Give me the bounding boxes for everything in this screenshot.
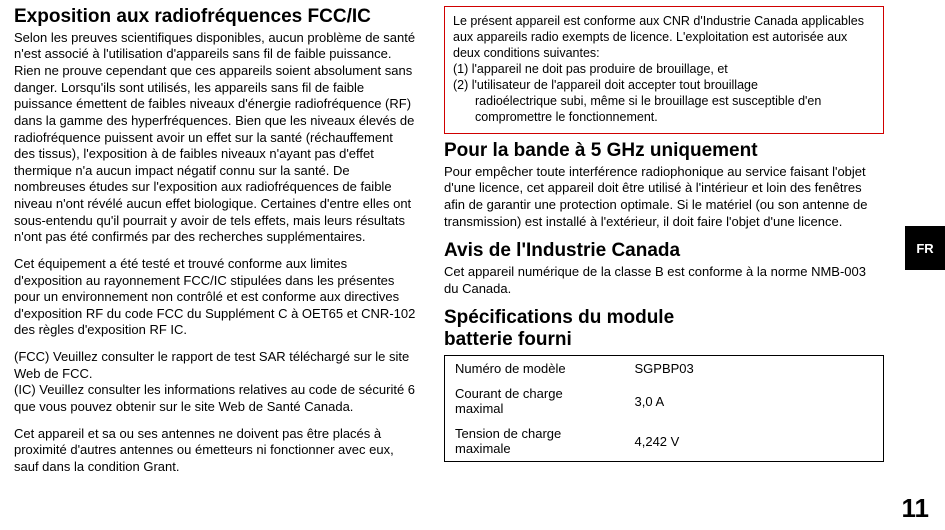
paragraph: Selon les preuves scientifiques disponib… xyxy=(14,30,416,246)
paragraph: (FCC) Veuillez consulter le rapport de t… xyxy=(14,349,416,416)
spec-value: SGPBP03 xyxy=(625,356,884,382)
heading-line: Spécifications du module xyxy=(444,307,884,329)
page-number: 11 xyxy=(902,493,930,524)
heading-5ghz: Pour la bande à 5 GHz uniquement xyxy=(444,140,884,162)
paragraph: Pour empêcher toute interférence radioph… xyxy=(444,164,884,231)
text-line: (FCC) Veuillez consulter le rapport de t… xyxy=(14,349,416,382)
heading-battery-spec: Spécifications du module batterie fourni xyxy=(444,307,884,351)
spec-value: 3,0 A xyxy=(625,381,884,421)
table-row: Tension de charge maximale 4,242 V xyxy=(445,421,884,462)
right-column: Le présent appareil est conforme aux CNR… xyxy=(430,0,898,530)
text-line: radioélectrique subi, même si le brouill… xyxy=(453,93,875,125)
language-tab: FR xyxy=(905,226,945,270)
spec-table: Numéro de modèle SGPBP03 Courant de char… xyxy=(444,355,884,462)
left-column: Exposition aux radiofréquences FCC/IC Se… xyxy=(0,0,430,530)
spec-label: Tension de charge maximale xyxy=(445,421,625,462)
paragraph: Cet appareil numérique de la classe B es… xyxy=(444,264,884,297)
text-line: (1) l'appareil ne doit pas produire de b… xyxy=(453,61,875,77)
text-line: (2) l'utilisateur de l'appareil doit acc… xyxy=(453,77,875,93)
heading-rf-exposure: Exposition aux radiofréquences FCC/IC xyxy=(14,6,416,28)
spec-value: 4,242 V xyxy=(625,421,884,462)
table-row: Numéro de modèle SGPBP03 xyxy=(445,356,884,382)
spec-label: Numéro de modèle xyxy=(445,356,625,382)
paragraph: Cet appareil et sa ou ses antennes ne do… xyxy=(14,426,416,476)
spec-label: Courant de charge maximal xyxy=(445,381,625,421)
text-line: Le présent appareil est conforme aux CNR… xyxy=(453,13,875,61)
page: Exposition aux radiofréquences FCC/IC Se… xyxy=(0,0,945,530)
paragraph: Cet équipement a été testé et trouvé con… xyxy=(14,256,416,339)
heading-line: batterie fourni xyxy=(444,329,884,351)
heading-industrie-canada: Avis de l'Industrie Canada xyxy=(444,240,884,262)
text-line: (IC) Veuillez consulter les informations… xyxy=(14,382,416,415)
callout-box: Le présent appareil est conforme aux CNR… xyxy=(444,6,884,134)
table-row: Courant de charge maximal 3,0 A xyxy=(445,381,884,421)
